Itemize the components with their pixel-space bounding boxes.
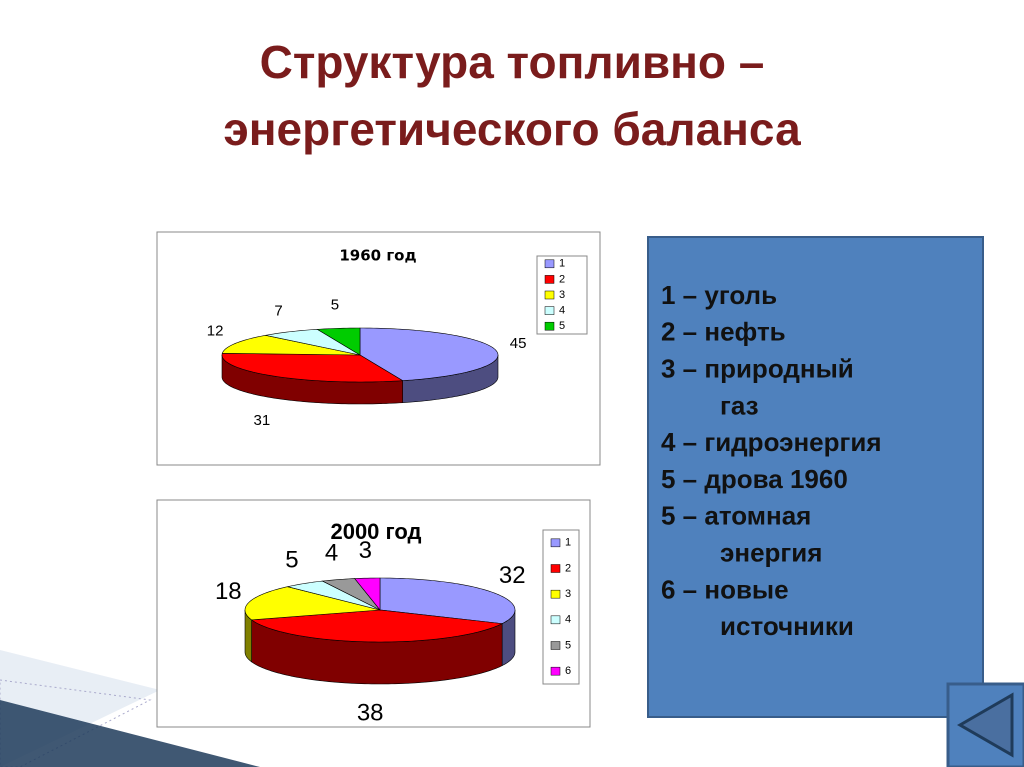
- slice-top: [354, 577, 381, 611]
- legend-line: 3 – природный: [661, 353, 854, 383]
- data-label: 31: [254, 412, 271, 429]
- legend-line: 5 – атомная: [661, 501, 811, 531]
- legend-swatch: [544, 275, 555, 284]
- data-label: 4: [325, 540, 338, 567]
- legend-text: 1 – уголь 2 – нефть 3 – природный газ 4 – ги…: [661, 280, 882, 641]
- data-label: 38: [357, 700, 384, 727]
- pie-slice: [287, 580, 381, 611]
- pie-slice: [316, 327, 361, 356]
- pie-slice: [354, 577, 381, 611]
- legend-box: [647, 236, 984, 718]
- pie-slice: [359, 327, 499, 403]
- legend-line: источники: [720, 611, 854, 641]
- data-label: 18: [215, 578, 242, 605]
- legend-label: 2: [559, 273, 565, 285]
- legend-line: 5 – дрова 1960: [661, 464, 848, 494]
- legend-label: 6: [565, 665, 571, 677]
- slice-top: [359, 327, 499, 381]
- legend-swatch: [550, 666, 561, 676]
- legend-line: энергия: [720, 537, 822, 567]
- pie-slice: [244, 586, 381, 663]
- data-label: 12: [207, 322, 224, 339]
- pie-slice: [221, 335, 361, 356]
- slice-top: [221, 335, 361, 356]
- legend-swatch: [550, 538, 561, 548]
- legend-line: 2 – нефть: [661, 317, 786, 347]
- legend-label: 4: [565, 614, 571, 626]
- legend-line: 4 – гидроэнергия: [661, 427, 882, 457]
- slice-top: [250, 609, 504, 643]
- legend-swatch: [550, 615, 561, 625]
- slice-top: [379, 577, 516, 624]
- legend-label: 3: [565, 588, 571, 600]
- slice-top: [316, 327, 361, 356]
- slice-top: [221, 353, 404, 383]
- pie-slice: [321, 578, 381, 611]
- title-line: Структура топливно –: [260, 36, 765, 88]
- nav-button[interactable]: [946, 682, 1024, 767]
- pie-slice: [250, 609, 504, 685]
- legend-frame: [542, 529, 580, 685]
- legend-line: 6 – новые: [661, 574, 789, 604]
- legend-label: 3: [559, 289, 565, 301]
- slice-top: [321, 578, 381, 611]
- slice-top: [287, 580, 381, 611]
- legend-label: 2: [565, 562, 571, 574]
- pie-slice: [265, 329, 361, 356]
- pie-slice: [379, 577, 516, 667]
- chart-title: 2000 год: [330, 519, 421, 544]
- chart-title: 1960 год: [339, 247, 416, 265]
- legend-label: 4: [559, 305, 565, 317]
- legend-line: 1 – уголь: [661, 280, 777, 310]
- legend-label: 1: [559, 258, 565, 270]
- slice-top: [265, 329, 361, 356]
- legend-label: 5: [559, 320, 565, 332]
- data-label: 45: [510, 335, 527, 352]
- title-line: энергетического баланса: [223, 103, 801, 155]
- legend-line: газ: [720, 390, 759, 420]
- legend-label: 1: [565, 537, 571, 549]
- slice-top: [244, 586, 381, 621]
- legend-label: 5: [565, 639, 571, 651]
- legend-swatch: [544, 321, 555, 331]
- data-label: 3: [359, 537, 372, 564]
- data-label: 7: [274, 302, 282, 319]
- legend-swatch: [550, 589, 561, 599]
- data-label: 5: [331, 297, 339, 314]
- data-label: 32: [499, 562, 526, 589]
- legend-swatch: [544, 306, 555, 315]
- legend-swatch: [550, 564, 561, 573]
- legend-swatch: [550, 641, 561, 650]
- decor-stripes: [0, 650, 260, 767]
- legend-swatch: [544, 290, 555, 300]
- data-label: 5: [285, 546, 298, 573]
- legend-swatch: [544, 259, 555, 269]
- pie-slice: [221, 353, 404, 405]
